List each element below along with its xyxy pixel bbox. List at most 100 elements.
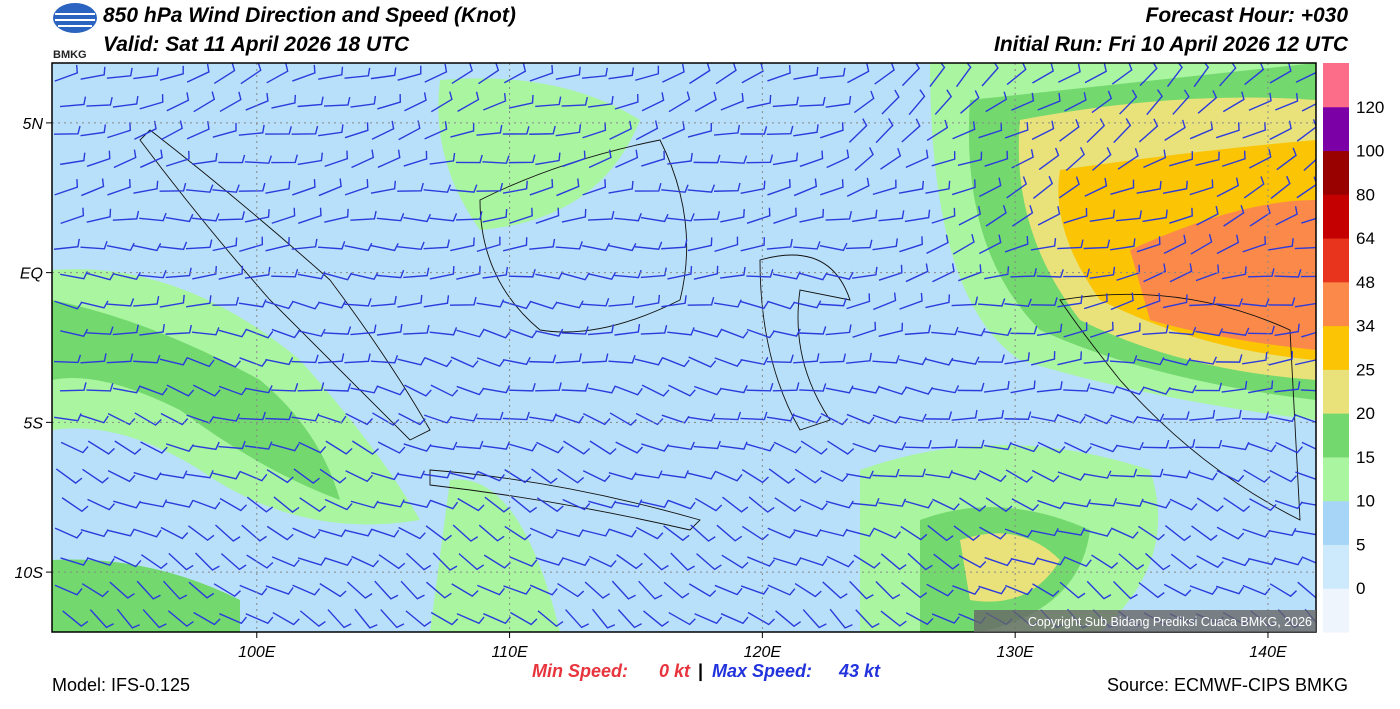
wind-barb (978, 122, 1003, 139)
wind-barb (426, 581, 452, 599)
wind-barb (450, 122, 475, 138)
wind-barb (1223, 497, 1251, 513)
wind-barb (430, 499, 459, 510)
wind-barb (661, 121, 685, 140)
wind-barb (581, 298, 610, 307)
wind-barb (350, 385, 379, 394)
wind-barb (59, 96, 87, 108)
wind-barb (1011, 498, 1040, 512)
wind-barb (799, 383, 827, 392)
wind-barb (245, 92, 269, 111)
wind-barb (504, 525, 532, 541)
wind-barb (344, 242, 373, 252)
wind-barb (529, 125, 556, 135)
wind-barb (822, 581, 848, 599)
wind-barb (616, 554, 643, 570)
wind-barb (820, 179, 844, 196)
wind-barb (1092, 147, 1112, 171)
wind-barb (297, 152, 324, 166)
wind-barb (1215, 409, 1242, 421)
wind-barb (324, 150, 349, 168)
wind-barb (747, 611, 775, 626)
wind-barb (165, 324, 193, 335)
sulawesi (759, 254, 851, 431)
wind-barb (562, 150, 586, 168)
wind-barb (86, 326, 114, 335)
wind-barb (1030, 238, 1057, 251)
wind-barb (1037, 557, 1066, 566)
wind-barb (133, 354, 161, 364)
wind-barb (951, 409, 978, 421)
wind-barb (905, 612, 934, 626)
wind-barb (881, 89, 900, 115)
wind-barb (1110, 292, 1134, 311)
wind-barb (667, 152, 693, 165)
wind-barb (60, 271, 88, 280)
wind-barb (878, 498, 907, 507)
wind-barb (1138, 582, 1165, 599)
logo: BMKG (53, 3, 97, 61)
wind-barb (825, 95, 852, 108)
wind-barb (113, 149, 137, 169)
wind-barb (186, 295, 212, 308)
wind-barb (611, 580, 636, 600)
wind-barb (984, 441, 1012, 451)
wind-barb (852, 442, 881, 453)
wind-barb (1294, 359, 1316, 366)
wind-barb (1004, 411, 1032, 420)
wind-barb (450, 356, 479, 368)
wind-barb (317, 353, 345, 364)
wind-barb (904, 209, 931, 223)
wind-barb (1142, 439, 1170, 449)
wind-barb (952, 121, 976, 140)
wind-barb (1269, 63, 1292, 84)
wind-barb (511, 496, 538, 513)
wind-barb (634, 357, 663, 366)
wind-barb (713, 182, 741, 192)
wind-barb (1117, 148, 1139, 170)
wind-barb (423, 239, 450, 250)
wind-barb (634, 241, 663, 251)
wind-barb (746, 269, 774, 278)
wind-barb (398, 412, 426, 426)
wind-barb (772, 271, 801, 280)
wind-barb (324, 498, 353, 511)
forecast-hour: Forecast Hour: +030 (1146, 4, 1349, 27)
colorbar: 0 5 10 15 20 25 34 48 64 80 100 120 (1323, 63, 1384, 633)
wind-barb (1083, 528, 1112, 537)
wind-barb (1294, 530, 1316, 536)
wind-barb (634, 182, 662, 192)
wind-barb (1248, 92, 1272, 111)
wind-barb (350, 500, 379, 509)
wind-barb (846, 470, 874, 479)
wind-barb (60, 207, 85, 225)
wind-barb (53, 125, 81, 135)
wind-barb (557, 468, 585, 484)
wind-barb (192, 441, 220, 451)
wind-barb (188, 581, 215, 599)
copyright-box (974, 610, 1316, 632)
wind-barb (159, 182, 187, 192)
initial-run: Initial Run: Fri 10 April 2026 12 UTC (994, 33, 1349, 56)
wind-barb (86, 557, 115, 567)
wind-barb (292, 527, 321, 539)
wind-barb (291, 125, 319, 135)
wind-barb (1037, 441, 1066, 454)
wind-barb (351, 440, 379, 455)
wind-barb (641, 92, 665, 112)
wind-barb (846, 528, 875, 537)
wind-barb (380, 609, 405, 629)
wind-barb (106, 242, 135, 252)
wind-barb (457, 497, 485, 512)
wind-barb (740, 126, 768, 135)
wind-barb (1083, 470, 1112, 479)
max-speed-value: 43 kt (838, 661, 881, 681)
wind-barb (799, 557, 828, 567)
speed-range: Min Speed: 0 kt | Max Speed: 43 kt (532, 661, 881, 681)
wind-barb (241, 524, 267, 542)
wind-barb (186, 356, 215, 368)
wind-barb (1303, 158, 1316, 172)
wind-barb (404, 384, 432, 397)
wind-barb (1090, 442, 1119, 453)
wind-barb (370, 295, 397, 307)
